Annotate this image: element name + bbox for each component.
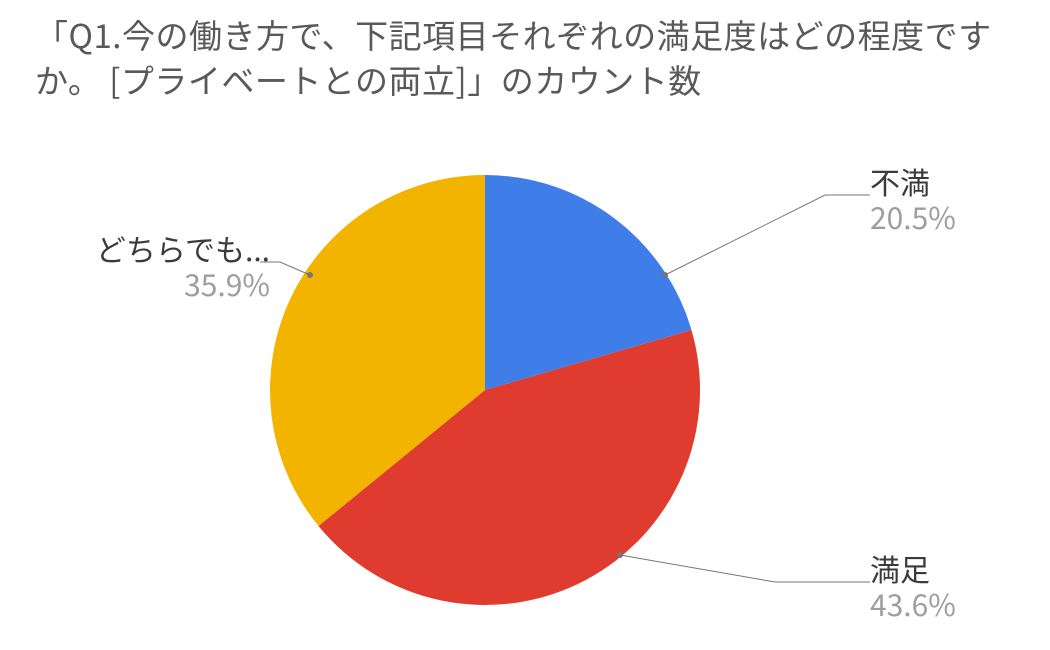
leader-marker-0 xyxy=(662,272,668,278)
leader-line-1 xyxy=(620,555,870,582)
leader-line-0 xyxy=(665,195,870,275)
slice-pct-0: 20.5% xyxy=(870,200,956,233)
pie-slices-group xyxy=(270,175,700,605)
chart-container: 「Q1.今の働き方で、下記項目それぞれの満足度はどの程度ですか。 [プライベート… xyxy=(0,0,1050,650)
slice-pct-2: 35.9% xyxy=(184,267,270,300)
leader-marker-1 xyxy=(617,552,623,558)
slice-pct-1: 43.6% xyxy=(870,587,956,620)
leader-marker-2 xyxy=(307,272,313,278)
